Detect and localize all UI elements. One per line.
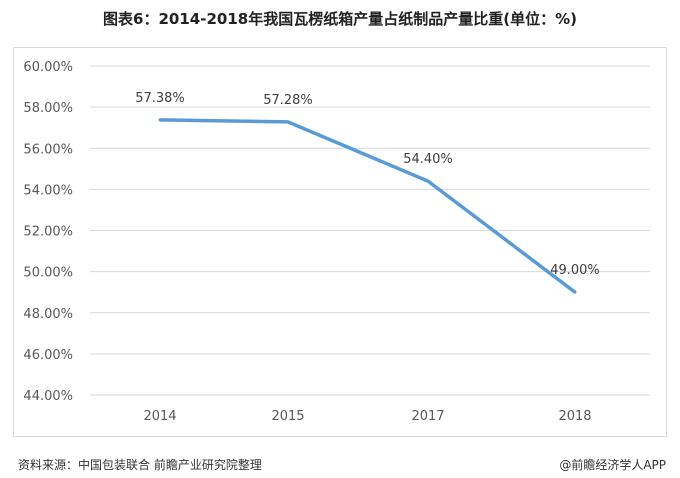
- brand-label: @前瞻经济学人APP: [559, 458, 666, 472]
- data-point: [158, 118, 162, 122]
- chart-title: 图表6：2014-2018年我国瓦楞纸箱产量占纸制品产量比重(单位：%): [103, 10, 577, 28]
- data-label: 57.38%: [135, 91, 185, 106]
- y-tick-label: 48.00%: [23, 307, 73, 322]
- y-tick-label: 60.00%: [23, 60, 73, 75]
- data-label: 54.40%: [403, 152, 453, 167]
- data-point: [286, 120, 290, 124]
- x-tick-label: 2014: [143, 409, 176, 424]
- data-point: [426, 179, 430, 183]
- y-tick-label: 56.00%: [23, 142, 73, 157]
- data-label: 49.00%: [550, 263, 600, 278]
- data-point: [573, 290, 577, 294]
- x-tick-label: 2017: [411, 409, 444, 424]
- y-tick-label: 54.00%: [23, 183, 73, 198]
- y-tick-label: 50.00%: [23, 266, 73, 281]
- y-tick-label: 52.00%: [23, 225, 73, 240]
- x-tick-label: 2018: [558, 409, 591, 424]
- data-label: 57.28%: [263, 93, 313, 108]
- y-tick-label: 46.00%: [23, 348, 73, 363]
- x-tick-label: 2015: [271, 409, 304, 424]
- y-tick-label: 44.00%: [23, 389, 73, 404]
- series-line: [159, 118, 577, 294]
- source-note: 资料来源：中国包装联合 前瞻产业研究院整理: [18, 458, 262, 472]
- y-tick-label: 58.00%: [23, 101, 73, 116]
- chart-frame: [13, 47, 667, 437]
